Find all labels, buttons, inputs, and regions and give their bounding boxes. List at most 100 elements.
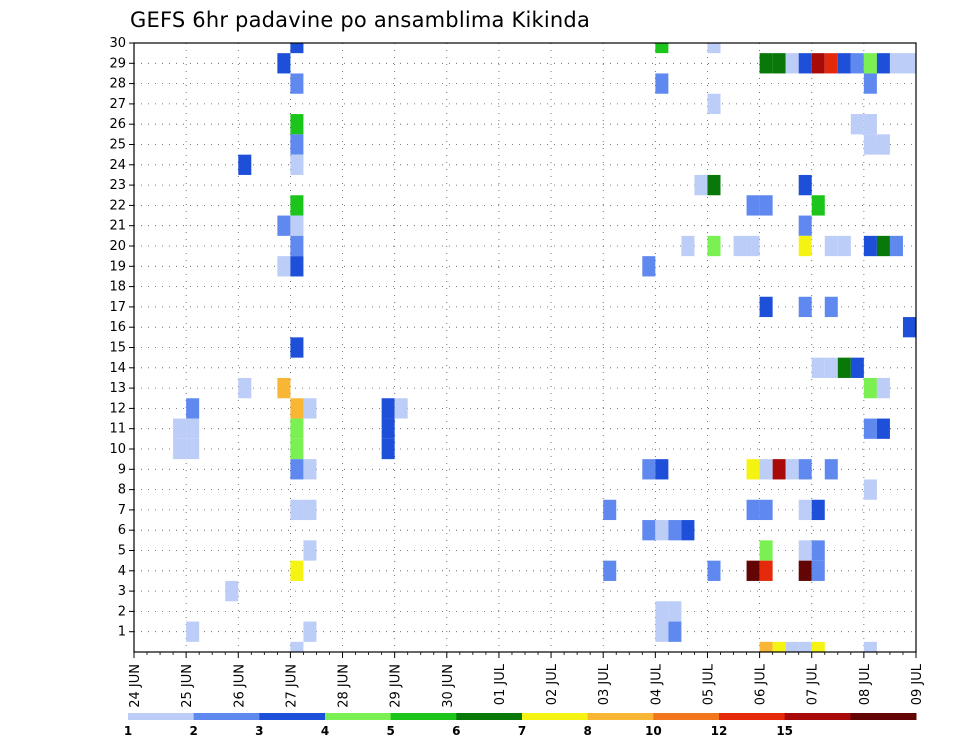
heatmap-cell [798, 641, 812, 652]
heatmap-cell [863, 114, 877, 135]
heatmap-cell [303, 398, 317, 419]
heatmap-cell [837, 235, 851, 257]
x-tick-label: 06 JUL [754, 663, 769, 705]
heatmap-cell [746, 459, 760, 480]
legend-swatch [456, 713, 523, 720]
legend-swatch [390, 713, 457, 720]
y-tick-label: 15 [109, 341, 126, 356]
heatmap-cell [290, 256, 304, 277]
y-tick-label: 17 [109, 300, 126, 315]
legend-label: 15 [776, 724, 793, 738]
heatmap-cell [394, 398, 408, 419]
legend-label: 6 [452, 724, 460, 738]
heatmap-cell [186, 438, 200, 460]
legend-swatch [128, 713, 195, 720]
heatmap-cell [876, 53, 890, 74]
y-tick-label: 23 [109, 178, 126, 193]
heatmap-cell [850, 53, 864, 74]
heatmap-cell [186, 621, 200, 642]
heatmap-cell [759, 53, 773, 74]
heatmap-cell [381, 438, 395, 460]
x-tick-label: 30 JUN [441, 664, 456, 708]
x-tick-label: 28 JUN [337, 664, 352, 708]
heatmap-cell [277, 256, 291, 277]
y-tick-label: 24 [109, 158, 126, 173]
y-tick-label: 7 [118, 503, 126, 518]
y-tick-label: 19 [109, 259, 126, 274]
x-tick-label: 07 JUL [806, 663, 821, 705]
x-tick-label: 08 JUL [858, 663, 873, 705]
x-tick-label: 26 JUN [232, 664, 247, 708]
heatmap-cell [381, 418, 395, 439]
heatmap-cell [655, 621, 669, 642]
heatmap-cell [837, 357, 851, 378]
heatmap-cell [303, 499, 317, 521]
heatmap-cell [642, 256, 656, 277]
legend-label: 8 [583, 724, 591, 738]
y-tick-label: 3 [118, 584, 126, 599]
heatmap-cell [811, 641, 825, 652]
heatmap-cell [863, 53, 877, 74]
legend-swatch [784, 713, 851, 720]
heatmap-cell [655, 43, 669, 54]
heatmap-cell [290, 560, 304, 581]
heatmap-cell [655, 601, 669, 622]
heatmap-cell [889, 53, 903, 74]
heatmap-cell [290, 398, 304, 419]
legend-label: 5 [386, 724, 394, 738]
heatmap-cell [850, 357, 864, 378]
heatmap-cell [824, 296, 838, 318]
heatmap-cell [277, 377, 291, 399]
heatmap-cell [186, 418, 200, 439]
heatmap-cell [733, 235, 747, 257]
heatmap-cell [642, 459, 656, 480]
heatmap-cell [694, 174, 708, 196]
legend-label: 7 [518, 724, 526, 738]
heatmap-cell [863, 134, 877, 155]
heatmap-cell [798, 560, 812, 581]
heatmap-cell [707, 174, 721, 196]
heatmap-cell [746, 195, 760, 216]
legend-label: 10 [645, 724, 662, 738]
heatmap-cell [837, 53, 851, 74]
y-tick-label: 13 [109, 381, 126, 396]
x-tick-label: 27 JUN [284, 664, 299, 708]
heatmap-cell [772, 459, 786, 480]
chart-title: GEFS 6hr padavine po ansamblima Kikinda [130, 8, 591, 32]
y-tick-label: 20 [109, 239, 126, 254]
x-tick-label: 25 JUN [180, 664, 195, 708]
heatmap-cell [811, 540, 825, 561]
heatmap-cell [290, 499, 304, 521]
heatmap-cell [277, 53, 291, 74]
heatmap-cell [863, 73, 877, 94]
heatmap-cell [290, 438, 304, 460]
heatmap-cell [668, 520, 682, 541]
legend-swatch [850, 713, 917, 720]
y-tick-label: 10 [109, 442, 126, 457]
heatmap-cell [811, 357, 825, 378]
heatmap-cell [785, 53, 799, 74]
heatmap-cell [238, 154, 252, 175]
y-tick-label: 21 [109, 219, 126, 234]
heatmap-cell [707, 560, 721, 581]
heatmap-cell [173, 438, 187, 460]
heatmap-cell [668, 601, 682, 622]
legend-label: 2 [189, 724, 197, 738]
y-tick-label: 2 [118, 604, 126, 619]
x-tick-label: 03 JUL [597, 663, 612, 705]
heatmap-cell [290, 154, 304, 175]
y-tick-label: 5 [118, 544, 126, 559]
y-tick-label: 18 [109, 280, 126, 295]
heatmap-cell [824, 235, 838, 257]
heatmap-cell [173, 418, 187, 439]
heatmap-cell [798, 499, 812, 521]
x-tick-label: 29 JUN [389, 664, 404, 708]
x-tick-label: 02 JUL [545, 663, 560, 705]
heatmap-cell [759, 296, 773, 318]
x-tick-label: 24 JUN [128, 664, 143, 708]
heatmap-cell [863, 235, 877, 257]
heatmap-cell [876, 377, 890, 399]
x-tick-label: 09 JUL [910, 663, 925, 705]
x-axis: 24 JUN 25 JUN 26 JUN 27 JUN 28 JUN 29 JUN 30 J… [128, 652, 925, 708]
heatmap-cell [759, 459, 773, 480]
